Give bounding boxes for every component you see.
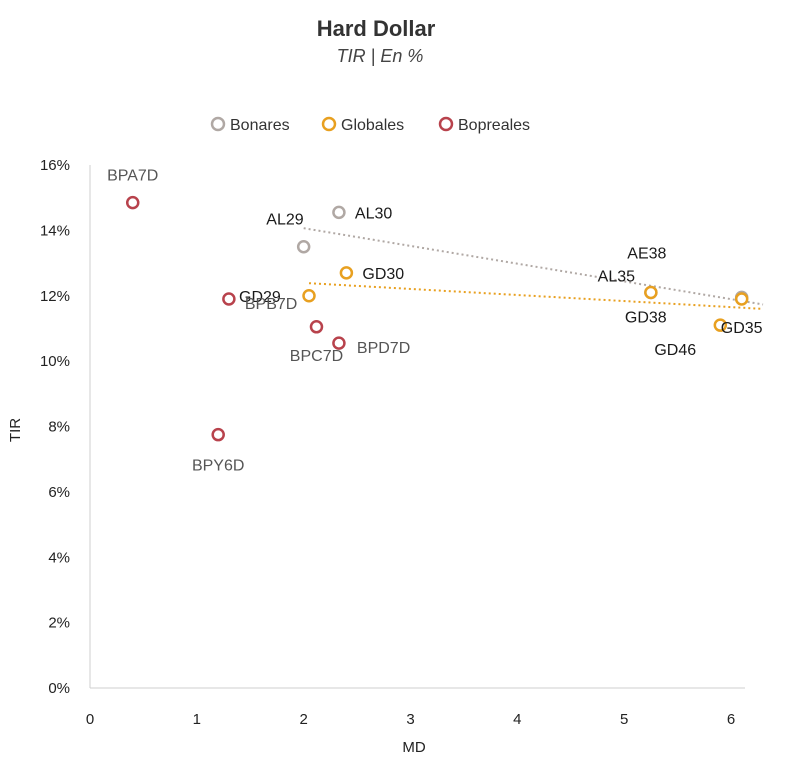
y-axis-title: TIR xyxy=(7,418,24,442)
y-tick-label-0: 0% xyxy=(48,680,70,697)
data-points xyxy=(125,195,749,442)
chart-subtitle: TIR | En % xyxy=(337,46,424,66)
y-tick-label-8: 8% xyxy=(48,419,70,436)
x-tick-label-2: 2 xyxy=(299,711,307,728)
y-tick-label-4: 4% xyxy=(48,549,70,566)
y-tick-label-16: 16% xyxy=(40,157,70,174)
legend-marker-bonares xyxy=(210,116,226,132)
point-label-ae38: AE38 xyxy=(627,245,666,262)
legend-label-globales: Globales xyxy=(341,117,404,134)
point-al29 xyxy=(296,239,311,254)
legend-marker-bopreales xyxy=(438,116,454,132)
point-label-al30: AL30 xyxy=(355,205,392,222)
trendlines xyxy=(303,227,764,310)
point-gd30 xyxy=(339,266,354,280)
point-bpa7d xyxy=(125,195,140,210)
y-tick-label-12: 12% xyxy=(40,288,70,305)
point-label-bpb7d: BPB7D xyxy=(245,296,297,313)
axes xyxy=(89,165,745,689)
point-label-gd46: GD46 xyxy=(654,342,696,359)
x-axis-title: MD xyxy=(402,739,425,756)
point-bpd7d xyxy=(332,336,346,350)
point-bpb7d xyxy=(222,292,236,306)
x-tick-label-6: 6 xyxy=(727,711,735,728)
legend-marker-globales xyxy=(321,116,337,132)
legend-label-bopreales: Bopreales xyxy=(458,117,530,134)
point-bpc7d xyxy=(309,320,324,334)
y-tick-label-10: 10% xyxy=(40,353,70,370)
point-label-bpd7d: BPD7D xyxy=(357,340,410,357)
point-label-bpc7d: BPC7D xyxy=(290,348,343,365)
point-label-bpy6d: BPY6D xyxy=(192,458,244,475)
x-tick-label-4: 4 xyxy=(513,711,521,728)
y-tick-label-2: 2% xyxy=(48,615,70,632)
point-label-gd35: GD35 xyxy=(721,320,763,337)
point-gd46 xyxy=(713,318,728,332)
point-label-al35: AL35 xyxy=(598,268,635,285)
legend: Bonares Globales Bopreales xyxy=(210,116,530,134)
x-tick-label-1: 1 xyxy=(193,711,201,728)
point-gd29 xyxy=(302,289,316,303)
y-tick-label-6: 6% xyxy=(48,484,70,501)
point-label-gd29: GD29 xyxy=(239,289,281,306)
x-tick-labels: 0 1 2 3 4 5 6 xyxy=(86,711,735,728)
x-tick-label-0: 0 xyxy=(86,711,94,728)
point-bpy6d xyxy=(211,427,225,442)
x-tick-label-5: 5 xyxy=(620,711,628,728)
point-label-bpa7d: BPA7D xyxy=(107,168,158,185)
y-tick-labels: 0% 2% 4% 6% 8% 10% 12% 14% 16% xyxy=(40,157,70,697)
x-tick-label-3: 3 xyxy=(406,711,414,728)
trendline-globales xyxy=(308,282,764,310)
y-tick-label-14: 14% xyxy=(40,222,70,239)
chart-title: Hard Dollar xyxy=(317,16,436,41)
legend-label-bonares: Bonares xyxy=(230,117,290,134)
point-label-gd30: GD30 xyxy=(362,266,404,283)
point-label-gd38: GD38 xyxy=(625,309,667,326)
point-gd38 xyxy=(644,285,658,300)
point-labels: AL29 AL30 AE38 AL35 GD29 GD30 GD38 GD46 GD35 BPA7… xyxy=(107,168,763,475)
point-gd35 xyxy=(734,292,749,306)
point-al30 xyxy=(332,205,346,220)
point-label-al29: AL29 xyxy=(266,212,303,229)
